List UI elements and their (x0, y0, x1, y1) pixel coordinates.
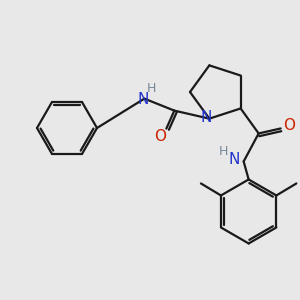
Text: N: N (138, 92, 149, 107)
Text: N: N (201, 110, 212, 125)
Text: O: O (283, 118, 295, 133)
Text: N: N (229, 152, 240, 167)
Text: H: H (219, 145, 228, 158)
Text: O: O (154, 129, 166, 144)
Text: H: H (147, 82, 156, 95)
